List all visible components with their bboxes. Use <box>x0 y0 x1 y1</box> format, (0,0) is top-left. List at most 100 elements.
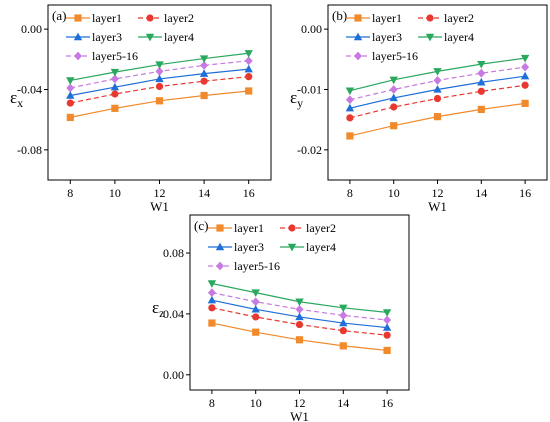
panel-c-series-layer4 <box>207 280 392 317</box>
panel-b-point-layer4 <box>520 54 530 63</box>
panel-c-point-layer5-16 <box>339 311 348 320</box>
panel-b-ytick-label: 0.00 <box>301 22 322 36</box>
panel-a-point-layer2 <box>66 99 74 107</box>
panel-a-point-layer4 <box>110 68 120 77</box>
panel-c-series-layer3 <box>207 295 392 331</box>
panel-a-point-layer3 <box>155 74 164 83</box>
panel-b-point-layer4 <box>477 60 486 69</box>
panel-c-point-layer4 <box>339 304 348 313</box>
panel-c-series-layer1 <box>208 319 391 355</box>
panel-a-xtick-label: 8 <box>67 186 73 200</box>
panel-b-point-layer2 <box>346 114 354 122</box>
panel-a-series-layer4 <box>66 50 253 85</box>
panel-a-point-layer4 <box>155 61 164 69</box>
panel-c-legend: layer1 layer2 layer3 layer4 layer5-16 <box>208 221 336 273</box>
panel-c-xtick-label: 16 <box>381 396 393 410</box>
panel-a-point-layer2 <box>111 90 119 98</box>
panel-b-legend-marker-layer5-16 <box>354 51 362 61</box>
panel-a-point-layer3 <box>110 82 120 91</box>
panel-c-point-layer3 <box>382 323 392 331</box>
panel-a-legend-label-layer1: layer1 <box>92 11 122 25</box>
panel-b-point-layer2 <box>390 103 398 111</box>
panel-a-point-layer4 <box>199 55 209 63</box>
panel-a-ytick-label: -0.08 <box>17 143 42 157</box>
panel-b-xtick-label: 14 <box>475 186 487 200</box>
panel-c-point-layer1 <box>339 342 347 350</box>
panel-b-series-layer5-16 <box>345 62 530 105</box>
panel-c-legend-marker-layer1 <box>216 224 224 232</box>
panel-a-legend-label-layer5-16: layer5-16 <box>92 49 138 63</box>
panel-c-xtick-label: 12 <box>294 396 306 410</box>
panel-c-point-layer4 <box>207 280 217 288</box>
panel-c-ytick-label: 0.08 <box>163 246 184 260</box>
panel-b-point-layer1 <box>390 122 398 130</box>
panel-b-point-layer2 <box>477 87 485 95</box>
panel-b-xtick-label: 12 <box>432 186 444 200</box>
panel-b-xlabel: W1 <box>428 199 447 214</box>
panel-c-point-layer5-16 <box>207 288 216 298</box>
panel-b-series-layer1 <box>346 99 529 140</box>
panel-b-point-layer3 <box>520 71 530 80</box>
panel-c-point-layer3 <box>207 295 217 304</box>
panel-c-point-layer2 <box>295 320 304 329</box>
panel-b-point-layer2 <box>521 81 529 89</box>
panel-a-point-layer1 <box>245 87 253 95</box>
panel-a-legend-marker-layer4 <box>145 33 155 42</box>
panel-c-point-layer2 <box>208 304 216 312</box>
panel-c-point-layer2 <box>339 327 347 335</box>
panel-a-xlabel: W1 <box>150 199 169 214</box>
panel-c-point-layer4 <box>251 289 260 298</box>
panel-c-legend-label-layer5-16: layer5-16 <box>234 259 280 273</box>
panel-a-point-layer5-16 <box>66 83 75 93</box>
panel-a-xtick-label: 14 <box>198 186 210 200</box>
panel-a-point-layer1 <box>200 91 208 100</box>
panel-a-legend-label-layer2: layer2 <box>164 11 194 25</box>
panel-c-ylabel: εz <box>152 298 164 320</box>
panel-c-legend-label-layer1: layer1 <box>234 221 264 235</box>
panel-c-xlabel: W1 <box>290 409 309 422</box>
panel-c-ytick-label: 0.00 <box>163 368 184 382</box>
panel-a-point-layer3 <box>199 69 209 77</box>
panel-c-legend-marker-layer3 <box>215 242 225 251</box>
panel-a-legend-label-layer4: layer4 <box>164 30 194 44</box>
panel-b-legend: layer1 layer2 layer3 layer4 layer5-16 <box>346 11 474 63</box>
panel-a-legend-label-layer3: layer3 <box>92 30 122 44</box>
panel-c-ytick-label: 0.04 <box>163 307 184 321</box>
panel-b-point-layer4 <box>433 68 442 76</box>
panel-b-legend-marker-layer4 <box>425 33 435 42</box>
panel-c-legend-marker-layer5-16 <box>216 261 224 271</box>
panel-c-legend-marker-layer2 <box>288 224 296 232</box>
panel-c-point-layer1 <box>208 319 216 327</box>
panel-a-ytick-label: 0.00 <box>21 22 42 36</box>
panel-a-point-layer3 <box>244 64 253 73</box>
panel-b-legend-label-layer3: layer3 <box>372 30 402 44</box>
panel-c-point-layer5-16 <box>295 304 304 314</box>
panel-b-point-layer5-16 <box>433 76 442 85</box>
panel-b-legend-marker-layer3 <box>353 32 363 41</box>
panel-c-xtick-label: 10 <box>250 396 262 410</box>
panel-b-legend-label-layer2: layer2 <box>444 11 474 25</box>
panel-c-series-layer5-16 <box>207 288 392 325</box>
panel-c-point-layer1 <box>295 336 304 344</box>
panel-a-point-layer3 <box>66 91 75 99</box>
panel-a-legend-marker-layer1 <box>74 14 82 22</box>
panel-b-point-layer4 <box>345 87 355 96</box>
panel-a-xtick-label: 10 <box>109 186 121 200</box>
panel-b-point-layer5-16 <box>477 68 486 78</box>
panel-b-legend-label-layer5-16: layer5-16 <box>372 49 418 63</box>
panel-a-xtick-label: 16 <box>243 186 255 200</box>
panel-c: (c) 8 10 12 14 16 0.00 0.04 0.08 W1 εz layer1 layer2… <box>152 214 410 422</box>
panel-b-point-layer3 <box>433 85 442 93</box>
panel-a-point-layer4 <box>66 77 75 85</box>
panel-b-point-layer5-16 <box>521 62 530 72</box>
panel-b-point-layer1 <box>346 132 354 140</box>
panel-b-point-layer2 <box>433 94 442 103</box>
panel-b-point-layer3 <box>345 103 355 112</box>
panel-c-point-layer1 <box>252 328 260 336</box>
panel-a-point-layer1 <box>111 104 119 112</box>
panel-a-xtick-label: 12 <box>154 186 166 200</box>
panel-c-legend-label-layer3: layer3 <box>234 240 264 254</box>
panel-a-point-layer5-16 <box>244 56 253 66</box>
